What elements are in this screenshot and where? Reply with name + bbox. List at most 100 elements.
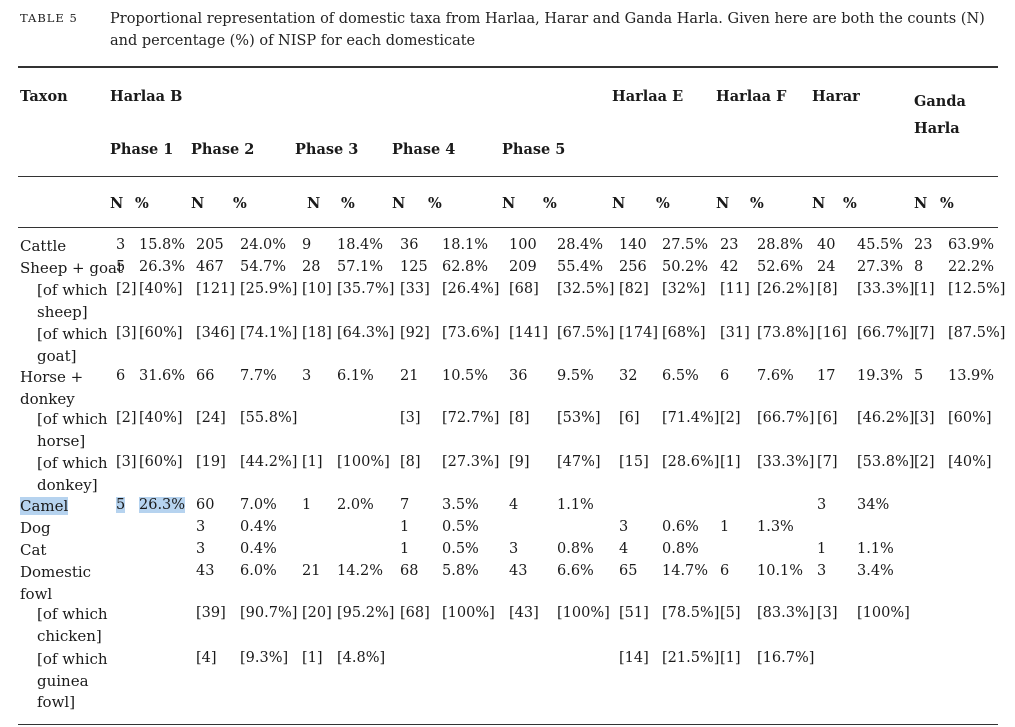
- table-cell-r2-c10: [82]: [619, 281, 649, 297]
- table-cell-r6-c7: [27.3%]: [442, 454, 500, 470]
- table-cell-r3-c3: [74.1%]: [240, 325, 298, 341]
- header-phase-1: Phase 1: [110, 141, 174, 158]
- row-label-6-line-0: [of which: [37, 454, 108, 472]
- table-cell-r2-c2: [121]: [196, 281, 235, 297]
- table-cell-r9-c2: 3: [196, 541, 206, 557]
- table-cell-r0-c6: 36: [400, 237, 419, 253]
- table-cell-r11-c15: [100%]: [857, 605, 910, 621]
- pct-header-9: %: [940, 195, 954, 212]
- header-site-harlaa-e: Harlaa E: [612, 88, 684, 105]
- row-label-12-line-0: [of which: [37, 650, 108, 668]
- table-cell-r0-c7: 18.1%: [442, 237, 489, 253]
- table-cell-r3-c0: [3]: [116, 325, 137, 341]
- table-cell-r11-c4: [20]: [302, 605, 332, 621]
- row-label-2-line-1: sheep]: [37, 302, 88, 321]
- table-cell-r4-c17: 13.9%: [948, 368, 995, 384]
- table-cell-r9-c9: 0.8%: [557, 541, 594, 557]
- table-cell-r12-c5: [4.8%]: [337, 650, 386, 666]
- header-site-harlaa-b: Harlaa B: [110, 88, 183, 105]
- table-cell-r8-c12: 1: [720, 519, 730, 535]
- table-cell-r2-c9: [32.5%]: [557, 281, 615, 297]
- table-cell-r6-c6: [8]: [400, 454, 421, 470]
- table-cell-r12-c10: [14]: [619, 650, 649, 666]
- table-cell-r8-c6: 1: [400, 519, 410, 535]
- table-cell-r7-c3: 7.0%: [240, 497, 277, 513]
- table-cell-r0-c15: 45.5%: [857, 237, 904, 253]
- table-cell-r1-c0: 5: [116, 259, 126, 275]
- table-cell-r6-c5: [100%]: [337, 454, 390, 470]
- n-header-3: N: [307, 195, 321, 212]
- row-label-8-line-0: Dog: [20, 519, 51, 537]
- table-cell-r3-c9: [67.5%]: [557, 325, 615, 341]
- n-header-9: N: [914, 195, 928, 212]
- table-cell-r4-c7: 10.5%: [442, 368, 489, 384]
- table-cell-r11-c7: [100%]: [442, 605, 495, 621]
- header-phase-4: Phase 4: [392, 141, 456, 158]
- table-cell-r6-c11: [28.6%]: [662, 454, 720, 470]
- table-cell-r11-c11: [78.5%]: [662, 605, 720, 621]
- row-label-4-line-1: donkey: [20, 389, 75, 408]
- table-cell-r1-c8: 209: [509, 259, 537, 275]
- table-cell-r10-c11: 14.7%: [662, 563, 709, 579]
- table-cell-r6-c4: [1]: [302, 454, 323, 470]
- n-header-2: N: [191, 195, 205, 212]
- table-cell-r7-c9: 1.1%: [557, 497, 594, 513]
- pct-header-2: %: [233, 195, 247, 212]
- table-cell-r1-c14: 24: [817, 259, 836, 275]
- table-cell-r11-c14: [3]: [817, 605, 838, 621]
- table-cell-r9-c3: 0.4%: [240, 541, 277, 557]
- table-cell-r8-c11: 0.6%: [662, 519, 699, 535]
- table-cell-r5-c14: [6]: [817, 410, 838, 426]
- table-cell-r1-c12: 42: [720, 259, 739, 275]
- table-cell-r0-c9: 28.4%: [557, 237, 604, 253]
- table-cell-r6-c15: [53.8%]: [857, 454, 915, 470]
- table-cell-r8-c10: 3: [619, 519, 629, 535]
- table-cell-r3-c10: [174]: [619, 325, 658, 341]
- table-cell-r11-c3: [90.7%]: [240, 605, 298, 621]
- table-cell-r7-c0: 5: [116, 497, 126, 513]
- table-cell-r2-c16: [1]: [914, 281, 935, 297]
- table-cell-r3-c1: [60%]: [139, 325, 183, 341]
- header-phase-2: Phase 2: [191, 141, 255, 158]
- table-cell-r5-c12: [2]: [720, 410, 741, 426]
- table-cell-r11-c8: [43]: [509, 605, 539, 621]
- n-header-8: N: [812, 195, 826, 212]
- table-cell-r10-c8: 43: [509, 563, 528, 579]
- bottom-rule: [18, 724, 998, 725]
- table-cell-r6-c12: [1]: [720, 454, 741, 470]
- table-cell-r3-c13: [73.8%]: [757, 325, 815, 341]
- row-label-5-line-0: [of which: [37, 410, 108, 428]
- table-caption-text: Proportional representation of domestic …: [110, 11, 985, 49]
- table-cell-r8-c3: 0.4%: [240, 519, 277, 535]
- table-cell-r1-c2: 467: [196, 259, 224, 275]
- table-cell-r7-c2: 60: [196, 497, 215, 513]
- table-cell-r3-c6: [92]: [400, 325, 430, 341]
- row-label-4-line-0: Horse +: [20, 368, 84, 386]
- table-cell-r1-c9: 55.4%: [557, 259, 604, 275]
- table-cell-r7-c4: 1: [302, 497, 312, 513]
- table-cell-r5-c8: [8]: [509, 410, 530, 426]
- row-label-2-line-0: [of which: [37, 281, 108, 299]
- table-cell-r5-c13: [66.7%]: [757, 410, 815, 426]
- table-cell-r5-c2: [24]: [196, 410, 226, 426]
- table-cell-r6-c0: [3]: [116, 454, 137, 470]
- table-cell-r1-c11: 50.2%: [662, 259, 709, 275]
- table-cell-r9-c10: 4: [619, 541, 629, 557]
- row-label-12-line-1: guinea: [37, 671, 89, 690]
- table-cell-r3-c2: [346]: [196, 325, 235, 341]
- table-cell-r4-c1: 31.6%: [139, 368, 186, 384]
- table-cell-r1-c13: 52.6%: [757, 259, 804, 275]
- table-cell-r7-c6: 7: [400, 497, 410, 513]
- table-cell-r4-c14: 17: [817, 368, 836, 384]
- table-cell-r4-c5: 6.1%: [337, 368, 374, 384]
- pct-header-8: %: [843, 195, 857, 212]
- pct-header-5: %: [543, 195, 557, 212]
- table-cell-r10-c3: 6.0%: [240, 563, 277, 579]
- table-cell-r4-c4: 3: [302, 368, 312, 384]
- table-cell-r2-c17: [12.5%]: [948, 281, 1006, 297]
- table-cell-r7-c7: 3.5%: [442, 497, 479, 513]
- table-cell-r2-c12: [11]: [720, 281, 750, 297]
- table-cell-r5-c16: [3]: [914, 410, 935, 426]
- table-cell-r10-c4: 21: [302, 563, 321, 579]
- table-cell-r2-c8: [68]: [509, 281, 539, 297]
